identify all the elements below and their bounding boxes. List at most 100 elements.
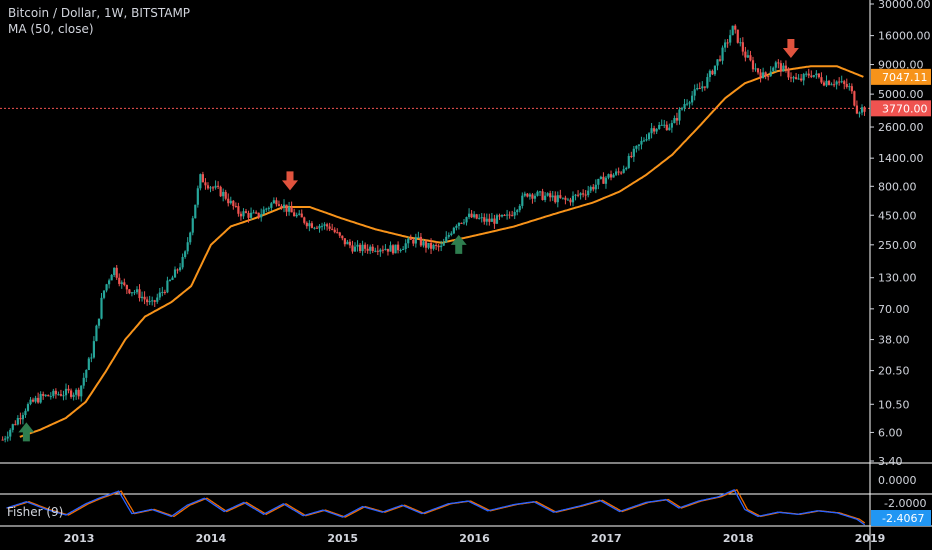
candle-body bbox=[280, 205, 283, 208]
candle-body bbox=[698, 88, 701, 90]
candle-body bbox=[554, 195, 557, 203]
candle-body bbox=[227, 198, 230, 204]
candle-body bbox=[59, 394, 63, 396]
candle-body bbox=[582, 193, 585, 195]
candle-body bbox=[721, 47, 724, 61]
candle-body bbox=[234, 205, 237, 207]
candle-body bbox=[42, 393, 45, 396]
candle-body bbox=[115, 267, 118, 278]
candle-body bbox=[209, 187, 212, 189]
candle-body bbox=[447, 235, 450, 237]
candle-body bbox=[371, 246, 374, 252]
candle-body bbox=[523, 193, 526, 196]
candle-body bbox=[815, 73, 818, 76]
candle-body bbox=[224, 191, 227, 199]
candle-body bbox=[764, 72, 767, 77]
candle-body bbox=[396, 244, 400, 251]
time-tick-label: 2016 bbox=[459, 532, 490, 545]
candle-body bbox=[402, 248, 405, 250]
candle-body bbox=[47, 394, 50, 397]
candle-body bbox=[462, 222, 466, 224]
candle-body bbox=[594, 184, 597, 190]
candle-body bbox=[531, 194, 534, 199]
candle-body bbox=[767, 76, 770, 78]
time-axis[interactable]: 2013 2014 2015 2016 2017 2018 2019 bbox=[64, 532, 886, 545]
candle-body bbox=[668, 127, 671, 131]
candle-body bbox=[285, 204, 288, 212]
candle-body bbox=[457, 222, 461, 226]
candle-body bbox=[113, 267, 116, 275]
candle-body bbox=[102, 290, 106, 298]
candle-body bbox=[853, 91, 856, 106]
price-tick-label: 450.00 bbox=[878, 209, 917, 222]
candle-body bbox=[833, 84, 836, 86]
candle-body bbox=[478, 217, 481, 219]
candles bbox=[1, 24, 866, 443]
candle-body bbox=[427, 242, 430, 248]
candle-body bbox=[653, 128, 656, 132]
candle-body bbox=[480, 217, 483, 219]
candle-body bbox=[328, 226, 331, 229]
candle-body bbox=[437, 245, 440, 248]
candle-body bbox=[244, 211, 248, 213]
candle-body bbox=[303, 217, 306, 223]
candle-body bbox=[817, 73, 820, 78]
candle-body bbox=[381, 249, 384, 251]
candle-body bbox=[516, 210, 519, 213]
candle-body bbox=[11, 424, 14, 430]
candle-body bbox=[693, 89, 696, 96]
candle-body bbox=[64, 388, 68, 396]
candle-body bbox=[835, 81, 838, 85]
candle-body bbox=[272, 200, 275, 204]
fisher-pane[interactable]: 0.0000 -2.0000 bbox=[6, 474, 927, 526]
candle-body bbox=[361, 244, 364, 252]
candle-body bbox=[609, 174, 613, 178]
candle-body bbox=[232, 200, 235, 206]
candle-body bbox=[163, 291, 166, 293]
candle-body bbox=[736, 29, 739, 43]
candle-body bbox=[326, 224, 329, 227]
candle-body bbox=[536, 191, 539, 196]
price-tick-label: 800.00 bbox=[878, 180, 917, 193]
candle-body bbox=[703, 86, 706, 88]
candle-body bbox=[267, 207, 270, 209]
candle-body bbox=[376, 250, 379, 252]
last-price-badge bbox=[871, 100, 931, 117]
candle-body bbox=[465, 217, 468, 223]
candle-body bbox=[729, 35, 732, 43]
candle-body bbox=[308, 223, 311, 227]
candle-body bbox=[726, 42, 729, 44]
candle-body bbox=[787, 68, 790, 78]
candle-body bbox=[128, 289, 131, 294]
candle-body bbox=[77, 389, 80, 397]
candle-body bbox=[599, 176, 602, 179]
candle-body bbox=[538, 191, 542, 193]
candle-body bbox=[97, 318, 101, 326]
price-axis[interactable]: 30000.00 16000.00 9000.00 5000.00 2600.00 140… bbox=[869, 0, 931, 550]
candle-body bbox=[1, 439, 4, 441]
candle-body bbox=[678, 109, 681, 121]
fisher-line bbox=[6, 488, 866, 526]
price-tick-label: 9000.00 bbox=[878, 59, 924, 72]
candle-body bbox=[614, 171, 618, 175]
candle-body bbox=[571, 195, 575, 203]
candle-body bbox=[19, 417, 22, 420]
candle-body bbox=[348, 241, 352, 246]
candle-body bbox=[589, 186, 592, 191]
candle-body bbox=[688, 102, 691, 104]
candle-body bbox=[287, 206, 291, 212]
candle-body bbox=[123, 282, 126, 285]
candle-body bbox=[69, 390, 73, 397]
candle-body bbox=[323, 224, 326, 226]
candle-body bbox=[143, 296, 146, 300]
candle-body bbox=[691, 95, 694, 103]
candle-body bbox=[792, 77, 795, 79]
candle-body bbox=[424, 241, 428, 248]
candle-body bbox=[711, 70, 714, 75]
candle-body bbox=[511, 215, 514, 217]
candle-body bbox=[584, 194, 587, 196]
price-tick-label: 250.00 bbox=[878, 239, 917, 252]
candle-body bbox=[369, 246, 372, 251]
candle-body bbox=[612, 174, 615, 178]
